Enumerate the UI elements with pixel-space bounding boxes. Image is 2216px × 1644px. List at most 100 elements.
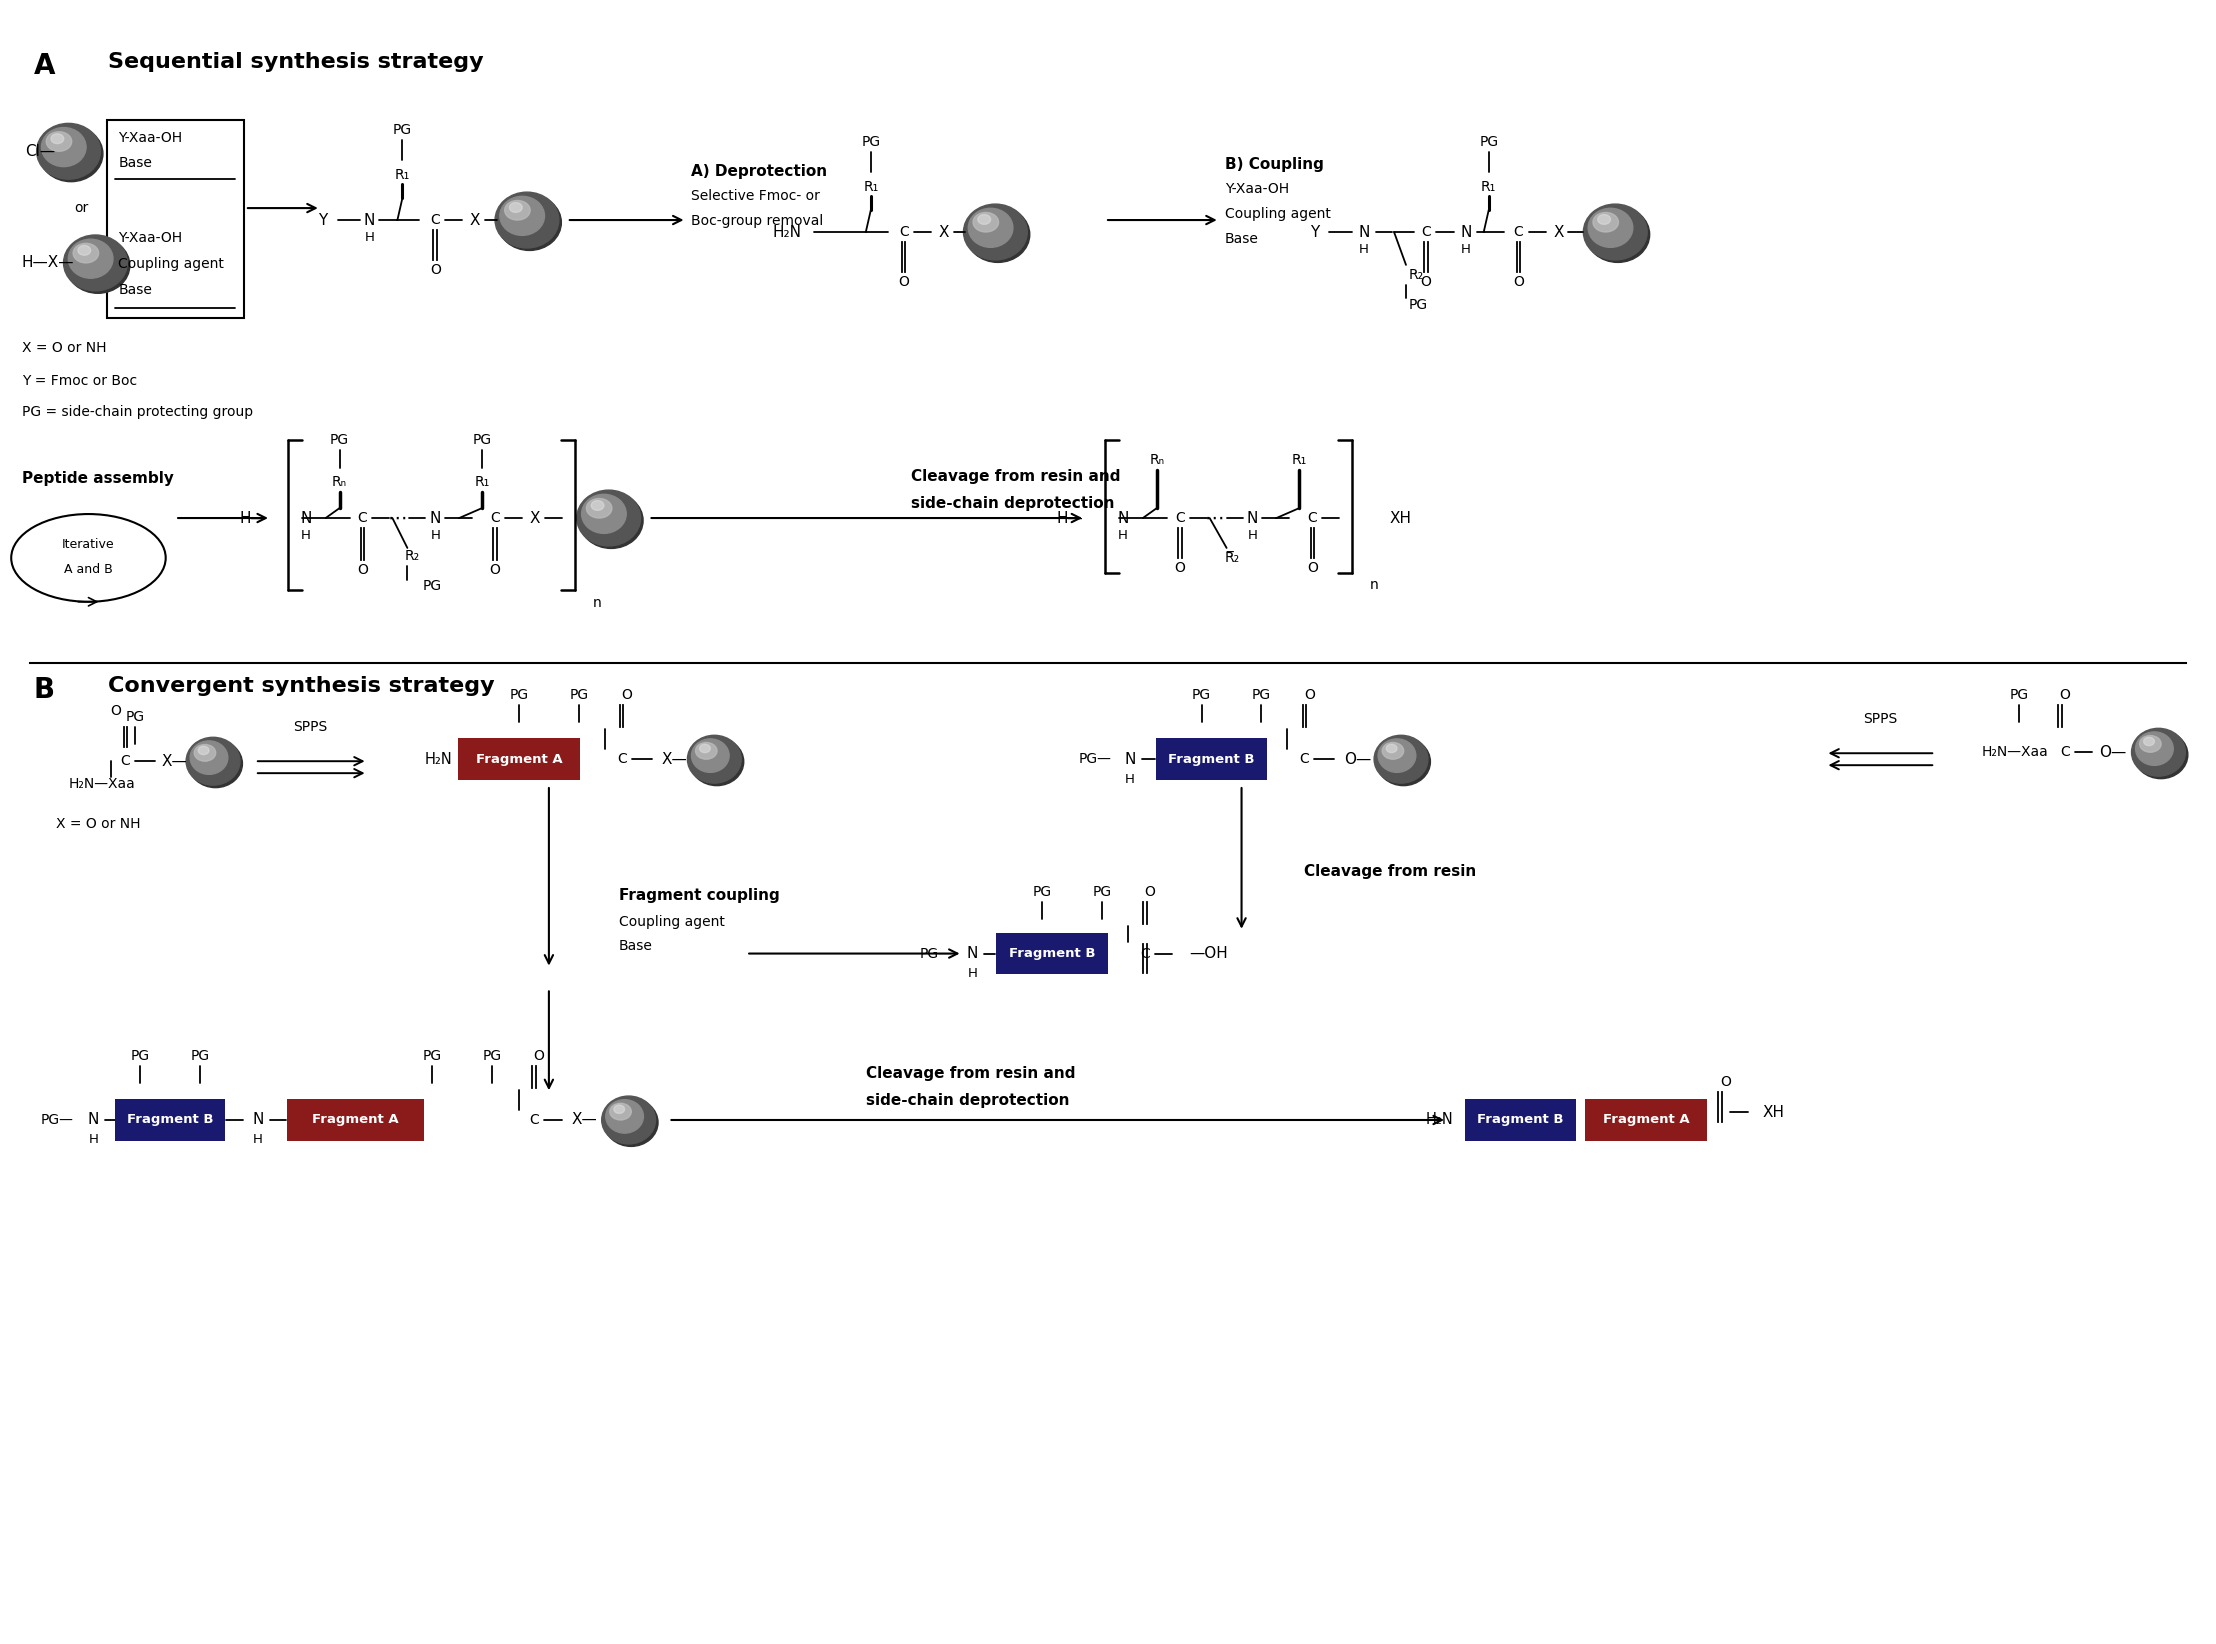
Text: ⋯: ⋯ xyxy=(1206,508,1225,528)
Text: C: C xyxy=(490,511,501,524)
Text: H: H xyxy=(1126,773,1135,786)
FancyBboxPatch shape xyxy=(1157,738,1268,781)
Ellipse shape xyxy=(1378,738,1416,773)
Ellipse shape xyxy=(700,745,711,753)
Ellipse shape xyxy=(609,1103,632,1120)
Text: n: n xyxy=(1369,577,1378,592)
Text: H: H xyxy=(366,232,375,245)
Text: PG: PG xyxy=(483,1049,501,1064)
Ellipse shape xyxy=(687,735,740,783)
Text: R₁: R₁ xyxy=(394,168,410,182)
Text: R₁: R₁ xyxy=(1292,454,1307,467)
Text: PG: PG xyxy=(423,1049,441,1064)
Ellipse shape xyxy=(578,493,643,549)
Text: PG = side-chain protecting group: PG = side-chain protecting group xyxy=(22,406,253,419)
Text: H: H xyxy=(1460,243,1471,256)
FancyBboxPatch shape xyxy=(1465,1100,1576,1141)
Text: C: C xyxy=(430,214,441,227)
Text: O: O xyxy=(111,704,122,718)
Text: ⋯: ⋯ xyxy=(388,508,408,528)
Text: PG: PG xyxy=(862,135,880,150)
Text: H: H xyxy=(1119,529,1128,543)
Ellipse shape xyxy=(576,490,640,546)
Ellipse shape xyxy=(73,243,100,263)
Text: X: X xyxy=(937,225,948,240)
Text: or: or xyxy=(75,201,89,215)
FancyBboxPatch shape xyxy=(286,1100,423,1141)
Text: Cleavage from resin and: Cleavage from resin and xyxy=(866,1065,1075,1080)
Text: H: H xyxy=(430,529,441,543)
Text: N: N xyxy=(299,511,312,526)
Ellipse shape xyxy=(69,238,113,278)
Ellipse shape xyxy=(510,202,523,212)
Text: X: X xyxy=(530,511,541,526)
Text: side-chain deprotection: side-chain deprotection xyxy=(911,495,1115,511)
Text: SPPS: SPPS xyxy=(293,720,328,735)
Ellipse shape xyxy=(2143,737,2154,746)
Text: N: N xyxy=(1124,751,1135,766)
Text: H₂N: H₂N xyxy=(771,225,800,240)
Text: C: C xyxy=(1420,225,1432,238)
Text: PG: PG xyxy=(2010,689,2028,702)
Text: O: O xyxy=(1303,689,1314,702)
Text: C: C xyxy=(1299,753,1310,766)
Text: R₂: R₂ xyxy=(1409,268,1425,281)
Text: B) Coupling: B) Coupling xyxy=(1225,156,1323,171)
Ellipse shape xyxy=(696,743,718,760)
Text: Cleavage from resin and: Cleavage from resin and xyxy=(911,469,1119,483)
Text: PG: PG xyxy=(330,434,350,447)
Text: Boc-group removal: Boc-group removal xyxy=(691,214,824,229)
Text: O: O xyxy=(357,562,368,577)
Ellipse shape xyxy=(587,498,612,518)
Text: A: A xyxy=(33,51,55,79)
Text: Sequential synthesis strategy: Sequential synthesis strategy xyxy=(109,51,483,72)
Text: O: O xyxy=(1514,275,1525,289)
Text: N: N xyxy=(1358,225,1369,240)
Ellipse shape xyxy=(188,740,242,787)
Text: X = O or NH: X = O or NH xyxy=(22,340,106,355)
FancyBboxPatch shape xyxy=(106,120,244,317)
Text: O: O xyxy=(430,263,441,276)
Text: Fragment A: Fragment A xyxy=(312,1113,399,1126)
Text: Y: Y xyxy=(1310,225,1319,240)
Text: H: H xyxy=(968,967,977,980)
Text: C: C xyxy=(1514,225,1522,238)
Ellipse shape xyxy=(2132,728,2185,776)
Text: Coupling agent: Coupling agent xyxy=(1225,207,1330,220)
Text: H: H xyxy=(301,529,310,543)
Text: N: N xyxy=(966,945,977,962)
Text: H: H xyxy=(1248,529,1256,543)
Ellipse shape xyxy=(499,194,561,250)
Ellipse shape xyxy=(603,1097,656,1144)
Text: Coupling agent: Coupling agent xyxy=(618,914,725,929)
Text: N: N xyxy=(1248,511,1259,526)
Ellipse shape xyxy=(1383,743,1403,760)
Text: X—: X— xyxy=(663,751,687,766)
Text: PG: PG xyxy=(126,710,144,725)
Ellipse shape xyxy=(614,1105,625,1113)
Ellipse shape xyxy=(973,212,999,232)
Text: Fragment coupling: Fragment coupling xyxy=(618,888,780,903)
Text: R₁: R₁ xyxy=(1480,181,1496,194)
Ellipse shape xyxy=(191,741,228,774)
Text: Rₙ: Rₙ xyxy=(332,475,348,490)
Ellipse shape xyxy=(968,209,1013,247)
Text: C: C xyxy=(1139,947,1150,960)
Ellipse shape xyxy=(501,196,545,235)
Text: Cleavage from resin: Cleavage from resin xyxy=(1305,865,1476,880)
Text: PG: PG xyxy=(1409,298,1427,312)
Text: A and B: A and B xyxy=(64,564,113,577)
Text: X: X xyxy=(470,212,481,227)
Text: N: N xyxy=(1460,225,1471,240)
Ellipse shape xyxy=(1376,738,1429,786)
Text: O: O xyxy=(534,1049,545,1064)
Text: Fragment A: Fragment A xyxy=(1602,1113,1689,1126)
Ellipse shape xyxy=(605,1100,643,1133)
Text: Coupling agent: Coupling agent xyxy=(117,256,224,271)
Text: O: O xyxy=(2059,689,2070,702)
Text: Fragment B: Fragment B xyxy=(1478,1113,1564,1126)
Ellipse shape xyxy=(1387,745,1396,753)
FancyBboxPatch shape xyxy=(1584,1100,1706,1141)
Ellipse shape xyxy=(1589,209,1633,247)
Text: O—: O— xyxy=(2099,745,2125,760)
